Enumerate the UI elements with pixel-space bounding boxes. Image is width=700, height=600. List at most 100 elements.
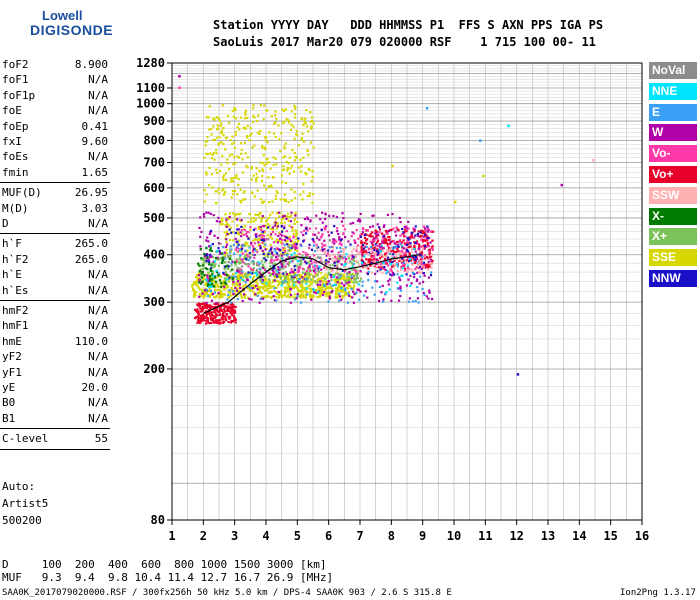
echo-point (310, 180, 313, 183)
echo-point (221, 219, 224, 222)
echo-point (407, 246, 410, 249)
param-row: yF2 N/A (2, 350, 108, 365)
echo-point (211, 278, 214, 281)
echo-point (208, 321, 211, 325)
echo-point (254, 218, 257, 222)
echo-point (236, 228, 239, 231)
echo-point (223, 261, 226, 264)
echo-point (396, 273, 399, 276)
echo-point (288, 172, 291, 175)
echo-point (381, 232, 384, 235)
echo-point (191, 287, 194, 290)
echo-point (336, 255, 339, 259)
echo-point (383, 233, 386, 236)
echo-point (216, 124, 219, 127)
echo-point (244, 113, 247, 116)
echo-point (273, 275, 276, 279)
echo-point (429, 262, 432, 265)
echo-point (213, 118, 216, 121)
echo-point (344, 261, 347, 264)
echo-point (333, 239, 336, 242)
echo-point (383, 267, 386, 271)
echo-point (201, 315, 204, 319)
echo-point (268, 250, 271, 253)
param-value: 265.0 (74, 252, 108, 266)
echo-point (212, 263, 215, 266)
echo-point (279, 237, 282, 240)
echo-point (193, 290, 196, 293)
echo-point (314, 271, 317, 275)
echo-point (206, 289, 209, 293)
echo-point (199, 307, 202, 310)
echo-point (207, 280, 210, 283)
echo-point (218, 306, 221, 309)
echo-point (235, 271, 238, 274)
echo-point (341, 285, 344, 289)
echo-point (206, 311, 210, 314)
echo-point (316, 261, 319, 264)
echo-point (215, 190, 218, 193)
echo-point (227, 293, 230, 297)
echo-point (413, 246, 416, 249)
echo-point (252, 253, 255, 257)
echo-point (327, 249, 330, 252)
echo-point (352, 290, 355, 293)
x-tick-label: 5 (294, 529, 301, 543)
echo-point (282, 156, 285, 159)
echo-point (220, 141, 223, 144)
echo-point (235, 295, 238, 298)
echo-point (290, 260, 293, 263)
echo-point (364, 266, 368, 269)
echo-point (269, 213, 272, 216)
echo-point (388, 235, 391, 239)
echo-point (309, 283, 312, 286)
echo-point (334, 280, 337, 283)
echo-point (275, 299, 278, 302)
echo-point (220, 122, 223, 125)
echo-point (421, 271, 424, 275)
x-tick-label: 4 (262, 529, 269, 543)
echo-point (293, 245, 296, 248)
echo-point (262, 297, 265, 300)
echo-point (402, 231, 405, 234)
echo-point (194, 281, 197, 284)
echo-point (217, 242, 221, 245)
echo-point (310, 262, 313, 265)
echo-point (288, 156, 291, 159)
param-value: 110.0 (74, 334, 108, 348)
echo-point (431, 248, 434, 252)
echo-point (244, 224, 247, 228)
echo-point (358, 234, 362, 237)
echo-point (207, 262, 210, 265)
echo-point (260, 228, 263, 232)
echo-point (259, 276, 262, 279)
echo-point (272, 156, 275, 159)
echo-point (341, 269, 344, 272)
echo-point (342, 224, 345, 227)
echo-point (352, 281, 355, 284)
echo-point (213, 311, 217, 314)
echo-point (227, 232, 231, 236)
echo-point (208, 128, 211, 131)
echo-point (306, 273, 309, 276)
echo-point (262, 251, 265, 254)
echo-point (282, 251, 285, 255)
echo-point (276, 225, 280, 228)
echo-point (349, 260, 352, 263)
echo-point (312, 275, 316, 278)
echo-point (261, 168, 264, 171)
echo-point (274, 157, 277, 160)
echo-point (282, 164, 285, 168)
echo-point (233, 146, 237, 150)
echo-point (256, 291, 260, 295)
echo-point (222, 257, 225, 260)
echo-point (275, 194, 278, 197)
echo-point (240, 225, 243, 229)
echo-point (274, 233, 277, 236)
echo-point (311, 169, 314, 173)
echo-point (269, 235, 272, 239)
echo-point (334, 258, 337, 261)
echo-point (300, 137, 304, 140)
echo-point (264, 139, 267, 142)
echo-point (373, 237, 376, 240)
